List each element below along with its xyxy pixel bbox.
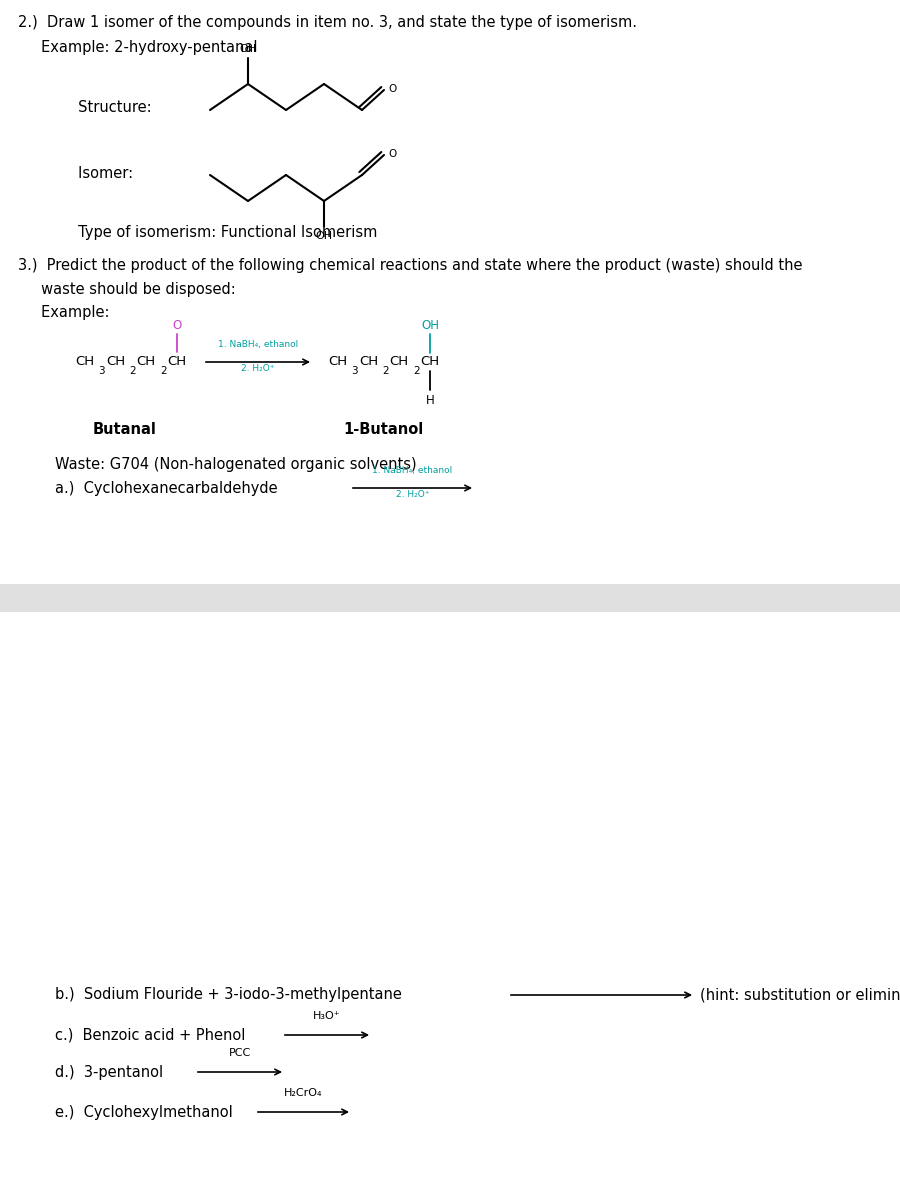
Text: 2. H₂O⁺: 2. H₂O⁺: [241, 364, 274, 373]
Text: 3: 3: [99, 366, 105, 376]
Text: PCC: PCC: [229, 1048, 251, 1058]
Text: Isomer:: Isomer:: [55, 166, 133, 180]
Text: Waste: G704 (Non-halogenated organic solvents): Waste: G704 (Non-halogenated organic sol…: [55, 457, 417, 472]
Text: 1-Butanol: 1-Butanol: [343, 422, 423, 437]
Text: 2. H₂O⁺: 2. H₂O⁺: [396, 490, 429, 499]
Text: H₂CrO₄: H₂CrO₄: [284, 1088, 323, 1098]
Text: c.)  Benzoic acid + Phenol: c.) Benzoic acid + Phenol: [55, 1027, 246, 1043]
Text: CH: CH: [328, 355, 347, 368]
Text: d.)  3-pentanol: d.) 3-pentanol: [55, 1064, 163, 1080]
Text: waste should be disposed:: waste should be disposed:: [18, 282, 236, 296]
Text: CH: CH: [420, 355, 439, 368]
Text: 1. NaBH₄, ethanol: 1. NaBH₄, ethanol: [218, 340, 298, 349]
Text: Butanal: Butanal: [93, 422, 157, 437]
Text: (hint: substitution or elimination?): (hint: substitution or elimination?): [700, 988, 900, 1002]
Text: 2.)  Draw 1 isomer of the compounds in item no. 3, and state the type of isomeri: 2.) Draw 1 isomer of the compounds in it…: [18, 14, 637, 30]
Text: 3.)  Predict the product of the following chemical reactions and state where the: 3.) Predict the product of the following…: [18, 258, 803, 272]
Text: Example:: Example:: [18, 305, 110, 320]
Text: Structure:: Structure:: [55, 101, 151, 115]
Text: Example: 2-hydroxy-pentanal: Example: 2-hydroxy-pentanal: [18, 40, 257, 55]
Text: H₃O⁺: H₃O⁺: [313, 1010, 341, 1021]
Text: O: O: [173, 319, 182, 332]
Text: O: O: [388, 149, 396, 158]
Bar: [0, 584, 900, 612]
Text: 3: 3: [352, 366, 358, 376]
Text: 2: 2: [382, 366, 389, 376]
Text: CH: CH: [106, 355, 125, 368]
Text: OH: OH: [421, 319, 439, 332]
Text: Type of isomerism: Functional Isomerism: Type of isomerism: Functional Isomerism: [55, 226, 377, 240]
Text: CH: CH: [167, 355, 186, 368]
Text: e.)  Cyclohexylmethanol: e.) Cyclohexylmethanol: [55, 1104, 233, 1120]
Text: CH: CH: [390, 355, 409, 368]
Text: CH: CH: [137, 355, 156, 368]
Text: 2: 2: [160, 366, 166, 376]
Text: OH: OH: [315, 230, 333, 241]
Text: a.)  Cyclohexanecarbaldehyde: a.) Cyclohexanecarbaldehyde: [55, 480, 277, 496]
Text: 2: 2: [413, 366, 419, 376]
Text: 1. NaBH₄, ethanol: 1. NaBH₄, ethanol: [373, 466, 453, 475]
Text: CH: CH: [75, 355, 94, 368]
Text: b.)  Sodium Flouride + 3-iodo-3-methylpentane: b.) Sodium Flouride + 3-iodo-3-methylpen…: [55, 988, 402, 1002]
Text: H: H: [426, 394, 435, 407]
Text: O: O: [388, 84, 396, 94]
Text: OH: OH: [239, 44, 256, 54]
Text: CH: CH: [359, 355, 378, 368]
Text: 2: 2: [130, 366, 136, 376]
